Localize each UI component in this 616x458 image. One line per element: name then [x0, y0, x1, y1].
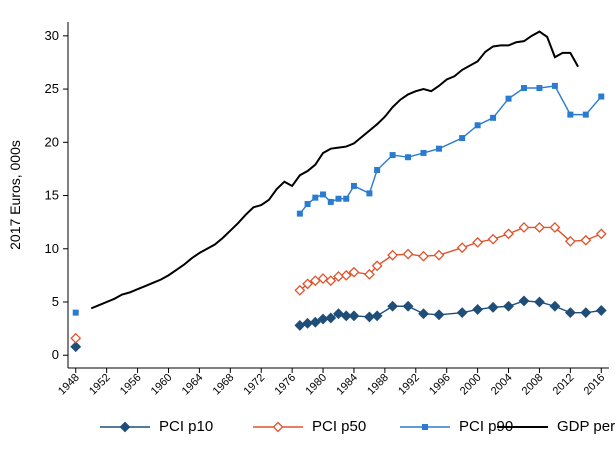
data-point — [333, 308, 344, 320]
data-point — [340, 269, 352, 281]
y-axis-label: 2017 Euros, 000s — [7, 140, 23, 250]
data-point — [343, 195, 350, 202]
data-point — [327, 198, 334, 205]
data-point — [294, 284, 306, 296]
data-point — [456, 242, 468, 254]
data-point — [366, 190, 373, 197]
data-point — [598, 93, 605, 100]
data-point — [520, 85, 527, 92]
data-point — [582, 111, 589, 118]
data-point — [518, 222, 530, 233]
data-point — [296, 210, 303, 217]
y-tick-label: 25 — [45, 81, 59, 96]
data-point — [387, 249, 399, 261]
data-point — [433, 309, 445, 321]
data-point — [418, 308, 429, 320]
data-point — [387, 300, 399, 312]
data-point — [564, 235, 576, 247]
data-point — [317, 273, 329, 284]
data-point — [70, 332, 82, 344]
data-point — [472, 236, 484, 248]
data-point — [505, 95, 512, 102]
data-point — [302, 278, 314, 290]
data-point — [348, 310, 360, 322]
data-point — [456, 307, 468, 319]
data-point — [348, 266, 360, 278]
data-point — [320, 191, 327, 198]
y-tick-label: 0 — [52, 347, 59, 362]
data-point — [534, 222, 545, 233]
data-point — [371, 260, 383, 272]
data-point — [374, 166, 381, 173]
data-point — [418, 250, 429, 262]
data-point — [402, 248, 414, 260]
data-point — [312, 194, 319, 201]
data-point — [405, 154, 412, 161]
data-point — [503, 300, 514, 312]
data-point — [595, 305, 607, 316]
data-point — [487, 233, 499, 245]
legend-marker — [422, 424, 428, 430]
data-point — [503, 228, 514, 240]
data-point — [435, 145, 442, 152]
data-point — [595, 228, 607, 240]
data-point — [536, 85, 543, 92]
data-point — [490, 114, 497, 121]
data-point — [325, 312, 337, 324]
data-point — [350, 182, 357, 189]
data-point — [325, 275, 337, 287]
data-point — [551, 82, 558, 89]
data-point — [363, 268, 375, 280]
y-tick-label: 30 — [45, 28, 59, 43]
data-point — [487, 301, 499, 313]
data-point — [549, 222, 561, 233]
y-tick-label: 20 — [45, 134, 59, 149]
data-point — [309, 316, 321, 328]
legend-label: PCI p90 — [459, 418, 513, 435]
data-point — [472, 304, 484, 315]
data-point — [420, 149, 427, 156]
data-point — [335, 195, 342, 202]
data-point — [564, 307, 576, 319]
legend-marker — [119, 421, 131, 433]
data-point — [534, 296, 545, 308]
data-point — [580, 234, 592, 246]
data-point — [518, 295, 530, 307]
data-point — [567, 111, 574, 118]
data-point — [549, 300, 561, 312]
data-point — [459, 135, 466, 142]
y-tick-label: 10 — [45, 241, 59, 256]
data-point — [402, 300, 414, 312]
legend-marker — [272, 421, 284, 433]
data-point — [340, 310, 352, 322]
data-point — [304, 201, 311, 208]
y-tick-label: 15 — [45, 188, 59, 203]
y-tick-label: 5 — [52, 294, 59, 309]
data-point — [371, 310, 383, 322]
data-point — [580, 307, 592, 319]
data-point — [72, 309, 79, 316]
series-line — [90, 30, 579, 310]
data-point — [70, 341, 82, 353]
data-point — [474, 122, 481, 129]
data-point — [389, 152, 396, 159]
data-point — [433, 249, 445, 261]
legend-label: PCI p10 — [159, 418, 213, 435]
legend-label: PCI p50 — [312, 418, 366, 435]
legend-label: GDP per capita — [557, 418, 616, 435]
